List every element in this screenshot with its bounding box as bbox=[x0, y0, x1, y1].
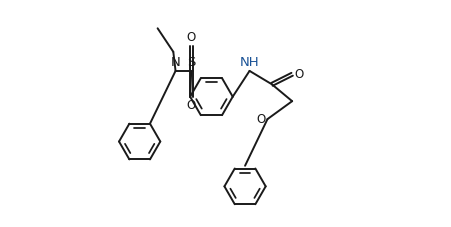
Text: O: O bbox=[186, 31, 195, 44]
Text: N: N bbox=[170, 56, 180, 69]
Text: NH: NH bbox=[239, 56, 259, 69]
Text: O: O bbox=[255, 113, 265, 126]
Text: O: O bbox=[186, 99, 195, 112]
Text: O: O bbox=[294, 68, 304, 81]
Text: S: S bbox=[187, 56, 195, 69]
